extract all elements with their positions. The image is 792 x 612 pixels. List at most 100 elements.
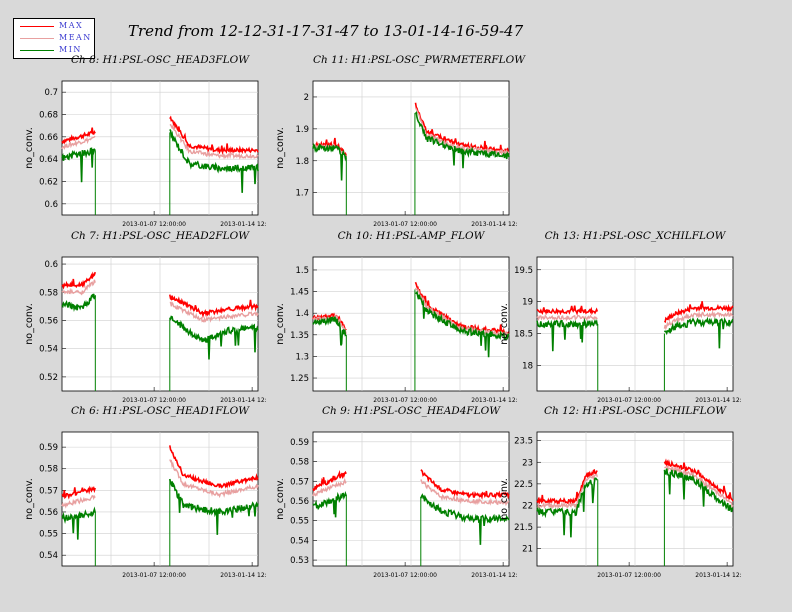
y-tick-label: 23	[522, 458, 533, 468]
page-title: Trend from 12-12-31-17-31-47 to 13-01-14…	[128, 22, 524, 40]
y-tick-label: 1.9	[295, 125, 309, 135]
y-tick-label: 0.54	[290, 536, 309, 546]
y-tick-label: 0.7	[44, 88, 58, 98]
chart-panel: Ch 6: H1:PSL-OSC_HEAD1FLOW 0.59 0.58 0.57 0.…	[0, 405, 266, 589]
y-tick-label: 0.6	[44, 260, 58, 270]
y-tick-label: 0.54	[39, 345, 58, 355]
chart-title: Ch 8: H1:PSL-OSC_HEAD3FLOW	[70, 54, 250, 66]
x-tick-label: 2013-01-14 12:00:00	[220, 572, 266, 579]
x-tick-label: 2013-01-07 12:00:00	[373, 397, 437, 404]
chart-panel: Ch 11: H1:PSL-OSC_PWRMETERFLOW 2 1.9 1.8 1.7…	[251, 54, 525, 238]
series-min-line	[312, 110, 510, 181]
chart-svg: 19.5 19 18.5 18 2013-01-07 12:00:00 2013-01-1…	[499, 256, 741, 404]
y-axis-label: no_conv.	[499, 303, 510, 345]
series-min-line	[536, 316, 734, 352]
y-axis-label: no_conv.	[275, 127, 286, 169]
y-tick-label: 1.5	[295, 266, 309, 276]
y-tick-label: 1.4	[295, 309, 309, 319]
y-tick-label: 23.5	[514, 437, 533, 447]
chart-svg: 0.59 0.58 0.57 0.56 0.55 0.54 0.53 2013-01-07 1…	[275, 431, 517, 579]
legend-label: MEAN	[59, 33, 92, 42]
series-min-line	[312, 490, 510, 545]
x-tick-label: 2013-01-07 12:00:00	[373, 221, 437, 228]
series-min-line	[61, 293, 259, 360]
y-tick-label: 19.5	[514, 266, 533, 276]
y-tick-label: 0.56	[39, 316, 58, 326]
chart-title: Ch 6: H1:PSL-OSC_HEAD1FLOW	[70, 405, 250, 417]
y-tick-label: 1.7	[295, 189, 309, 199]
chart-panel: Ch 9: H1:PSL-OSC_HEAD4FLOW 0.59 0.58 0.57 0.…	[251, 405, 517, 589]
series-min-line	[536, 468, 734, 538]
x-tick-label: 2013-01-14 12:00:00	[695, 397, 741, 404]
series-max-line	[536, 458, 734, 506]
y-tick-label: 18	[522, 361, 533, 371]
y-tick-label: 21.5	[514, 523, 533, 533]
chart-panel: Ch 8: H1:PSL-OSC_HEAD3FLOW 0.7 0.68 0.66 0.6…	[0, 54, 266, 238]
y-tick-label: 2	[304, 93, 309, 103]
series-mean-line	[536, 309, 734, 331]
y-axis-label: no_conv.	[24, 478, 35, 520]
chart-panel: Ch 7: H1:PSL-OSC_HEAD2FLOW 0.6 0.58 0.56 0.5…	[0, 230, 266, 414]
series-max-line	[61, 115, 259, 155]
chart-svg: 1.5 1.45 1.4 1.35 1.3 1.25 2013-01-07 12:00:00…	[275, 256, 517, 404]
chart-svg: 0.59 0.58 0.57 0.56 0.55 0.54 2013-01-07 12:00…	[24, 431, 266, 579]
x-tick-label: 2013-01-14 12:00:00	[471, 221, 517, 228]
x-tick-label: 2013-01-14 12:00:00	[471, 572, 517, 579]
y-tick-label: 0.68	[39, 111, 58, 121]
x-tick-label: 2013-01-07 12:00:00	[597, 572, 661, 579]
series-mean-line	[312, 477, 510, 507]
y-tick-label: 0.58	[39, 288, 58, 298]
series-mean-line	[61, 459, 259, 509]
chart-title: Ch 10: H1:PSL-AMP_FLOW	[337, 230, 485, 242]
legend-item-mean: MEAN	[14, 33, 94, 45]
chart-title: Ch 12: H1:PSL-OSC_DCHILFLOW	[544, 405, 726, 417]
y-axis-label: no_conv.	[24, 303, 35, 345]
y-axis-label: no_conv.	[499, 478, 510, 520]
legend-swatch	[20, 50, 54, 51]
chart-svg: 0.7 0.68 0.66 0.64 0.62 0.6 2013-01-07 12:00:0…	[24, 80, 266, 228]
y-tick-label: 22.5	[514, 480, 533, 490]
y-tick-label: 21	[522, 545, 533, 555]
series-mean-line	[61, 124, 259, 160]
x-tick-label: 2013-01-14 12:00:00	[471, 397, 517, 404]
series-max-line	[312, 469, 510, 501]
series-min-line	[61, 478, 259, 540]
y-tick-label: 1.3	[295, 352, 309, 362]
chart-panel: Ch 10: H1:PSL-AMP_FLOW 1.5 1.45 1.4 1.35 1.3 1…	[251, 230, 517, 414]
y-tick-label: 0.59	[39, 443, 58, 453]
x-tick-label: 2013-01-07 12:00:00	[122, 572, 186, 579]
y-tick-label: 0.66	[39, 133, 58, 143]
legend-label: MAX	[59, 21, 84, 30]
chart-svg: 0.6 0.58 0.56 0.54 0.52 2013-01-07 12:00:00 20…	[24, 256, 266, 404]
x-tick-label: 2013-01-14 12:00:00	[695, 572, 741, 579]
y-tick-label: 0.59	[290, 438, 309, 448]
y-tick-label: 0.55	[39, 530, 58, 540]
y-tick-label: 22	[522, 501, 533, 511]
y-tick-label: 0.6	[44, 200, 58, 210]
x-tick-label: 2013-01-14 12:00:00	[220, 221, 266, 228]
y-tick-label: 1.25	[290, 374, 309, 384]
y-tick-label: 0.52	[39, 373, 58, 383]
y-tick-label: 0.57	[290, 477, 309, 487]
y-axis-label: no_conv.	[275, 303, 286, 345]
y-axis-label: no_conv.	[275, 478, 286, 520]
y-tick-label: 0.55	[290, 517, 309, 527]
y-tick-label: 0.62	[39, 178, 58, 188]
x-tick-label: 2013-01-07 12:00:00	[597, 397, 661, 404]
y-tick-label: 0.54	[39, 551, 58, 561]
y-tick-label: 1.35	[290, 331, 309, 341]
legend-label: MIN	[59, 45, 82, 54]
chart-svg: 2 1.9 1.8 1.7 2013-01-07 12:00:00 2013-01-14 …	[275, 80, 517, 228]
y-tick-label: 0.58	[290, 458, 309, 468]
chart-title: Ch 9: H1:PSL-OSC_HEAD4FLOW	[321, 405, 501, 417]
x-tick-label: 2013-01-07 12:00:00	[122, 397, 186, 404]
legend-item-max: MAX	[14, 21, 94, 33]
chart-svg: 23.5 23 22.5 22 21.5 21 2013-01-07 12:00:00 201…	[499, 431, 741, 579]
series-min-line	[312, 290, 510, 358]
series-max-line	[61, 445, 259, 500]
series-max-line	[536, 301, 734, 324]
series-max-line	[61, 271, 259, 319]
chart-title: Ch 7: H1:PSL-OSC_HEAD2FLOW	[70, 230, 250, 242]
y-tick-label: 1.8	[295, 157, 309, 167]
y-tick-label: 0.58	[39, 465, 58, 475]
